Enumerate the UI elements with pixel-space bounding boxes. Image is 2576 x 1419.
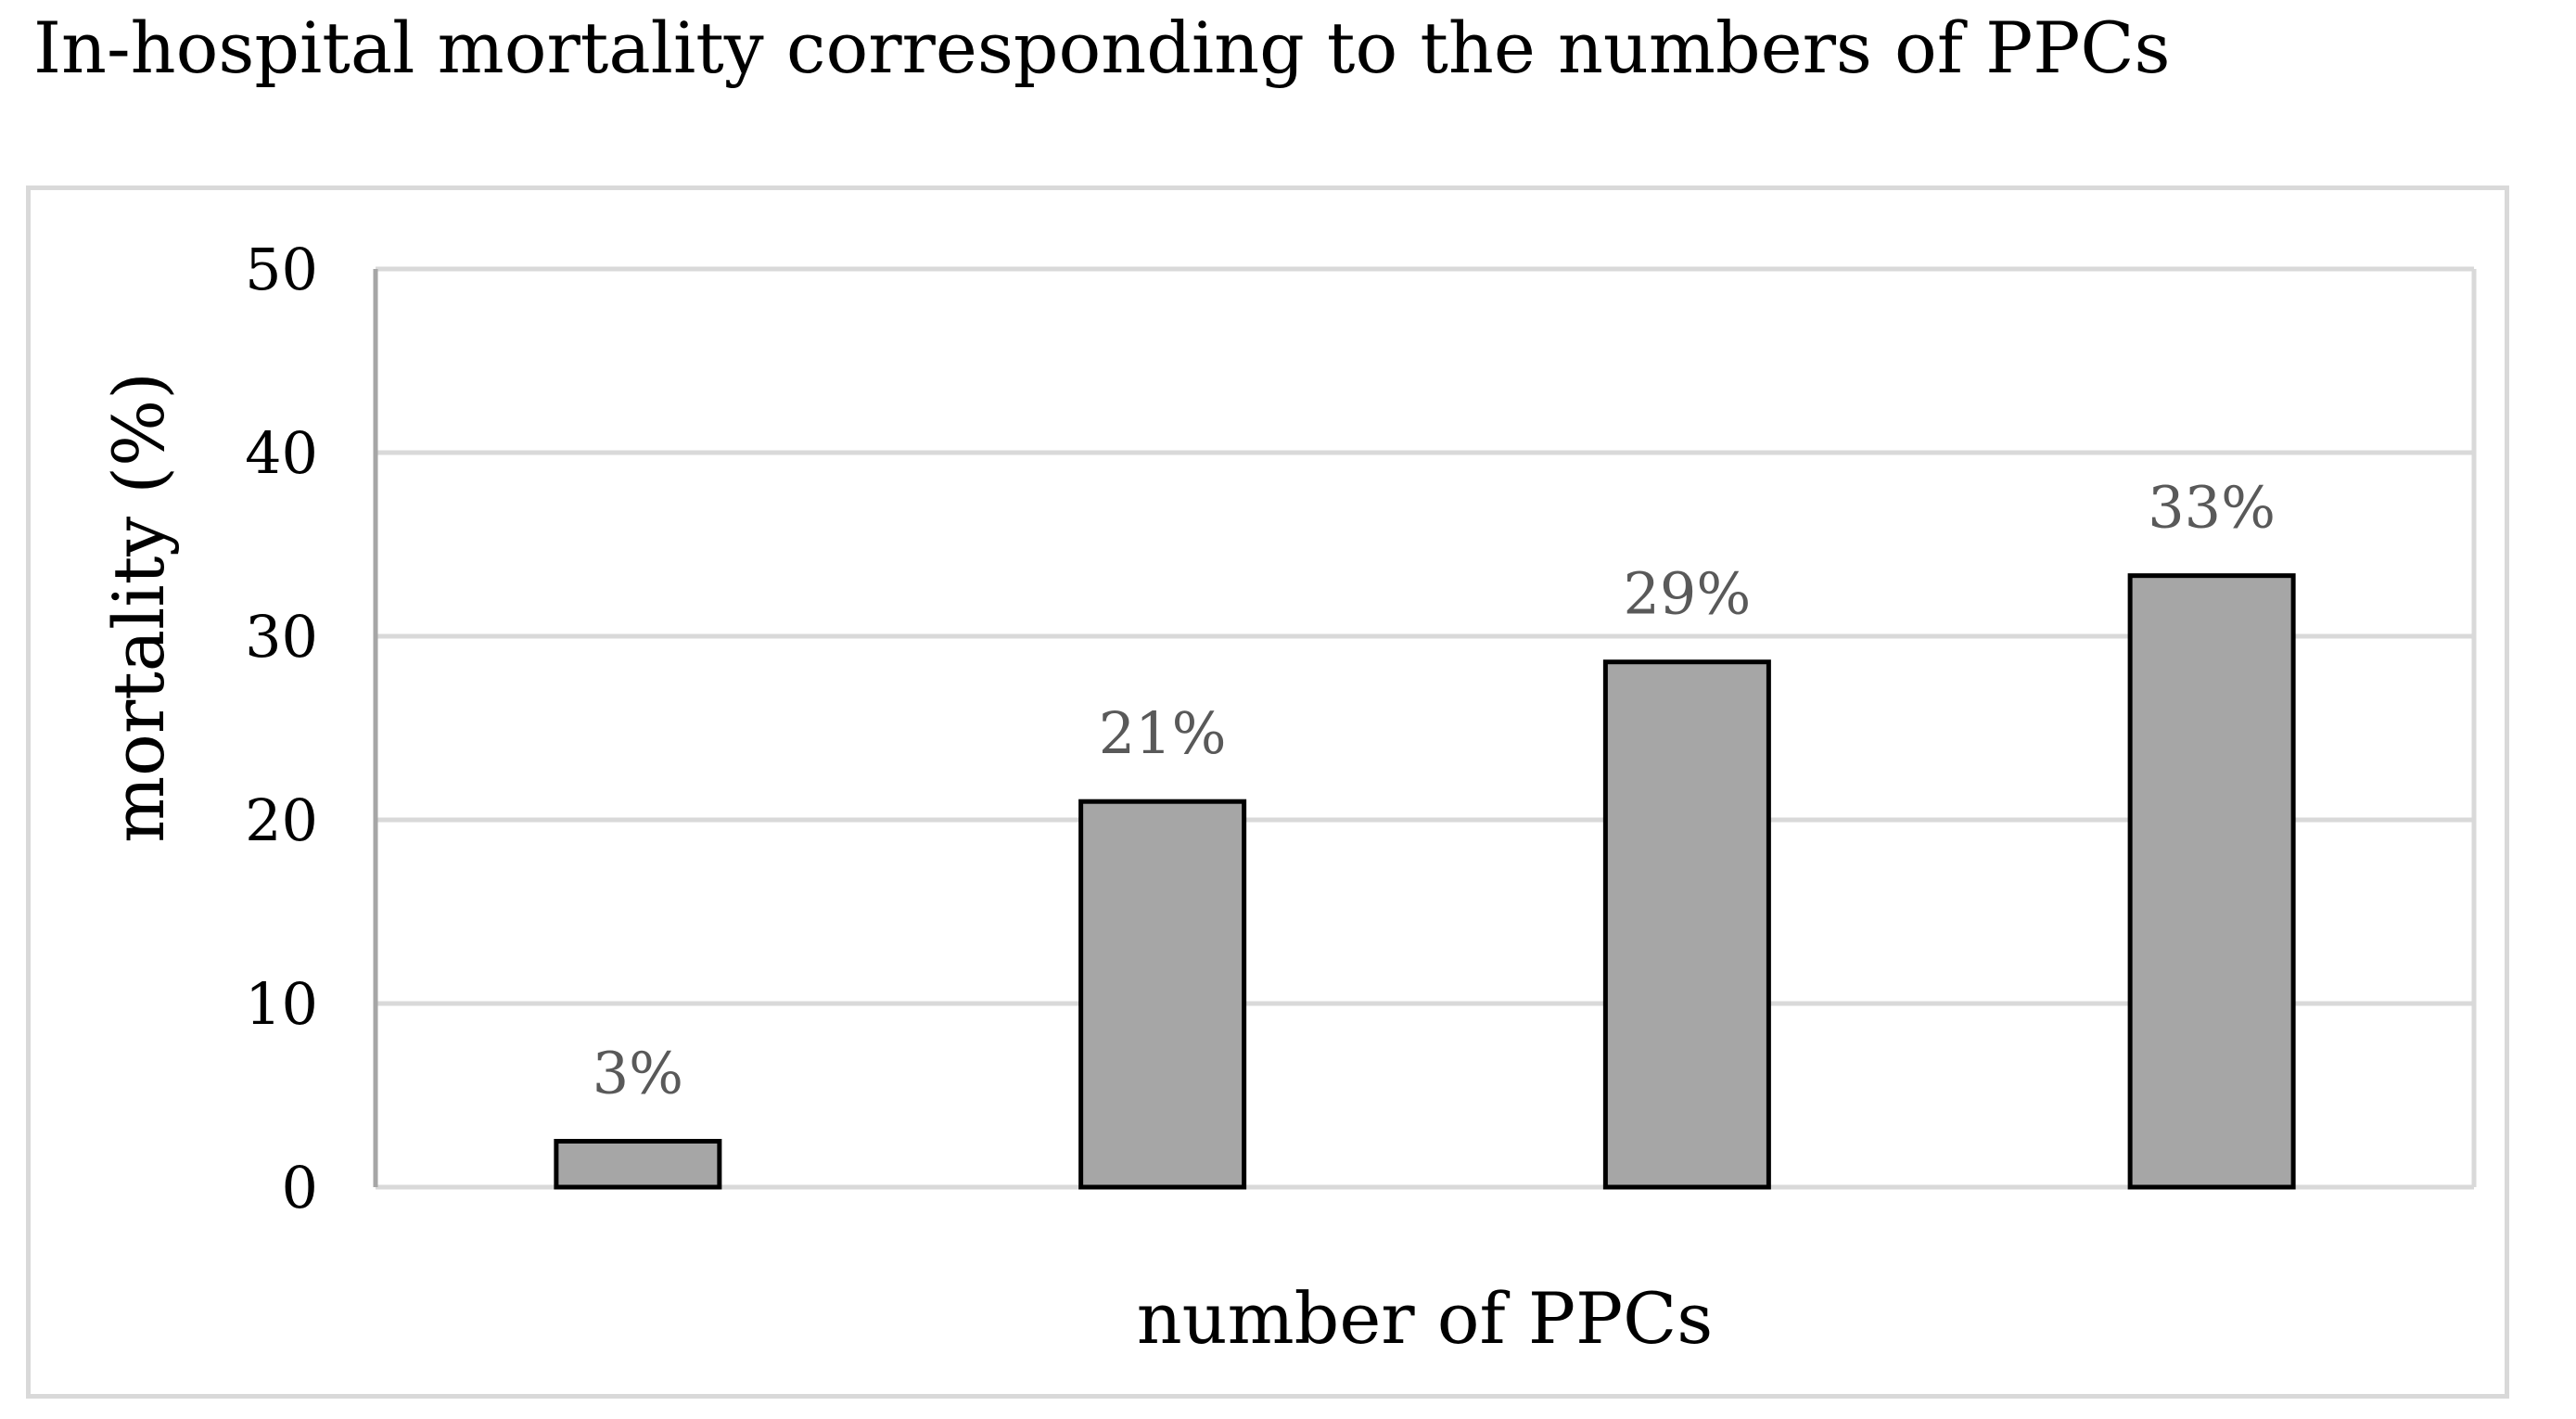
y-axis-title: mortality (%) xyxy=(97,372,180,843)
data-label: 29% xyxy=(1623,560,1751,628)
y-tick-label: 50 xyxy=(245,236,318,303)
bar xyxy=(2127,573,2296,1190)
bars xyxy=(554,573,2296,1190)
bar xyxy=(1078,799,1247,1190)
data-label: 21% xyxy=(1099,699,1227,767)
y-tick-label: 20 xyxy=(245,786,318,854)
y-tick-label: 10 xyxy=(245,970,318,1038)
y-tick-label: 0 xyxy=(282,1154,318,1221)
bar xyxy=(554,1139,722,1190)
x-axis-title: number of PPCs xyxy=(1137,1277,1714,1360)
chart-title: In-hospital mortality corresponding to t… xyxy=(33,6,2171,89)
data-label: 3% xyxy=(593,1040,683,1107)
data-labels: 3% 21% 29% 33% xyxy=(593,474,2276,1107)
chart-area-frame xyxy=(26,185,2509,1399)
y-axis-ticks: 0 10 20 30 40 50 xyxy=(245,236,318,1221)
y-tick-label: 40 xyxy=(245,419,318,487)
data-label: 33% xyxy=(2148,474,2276,542)
gridlines xyxy=(376,266,2477,1190)
y-tick-label: 30 xyxy=(245,603,318,671)
bar xyxy=(1602,659,1771,1190)
